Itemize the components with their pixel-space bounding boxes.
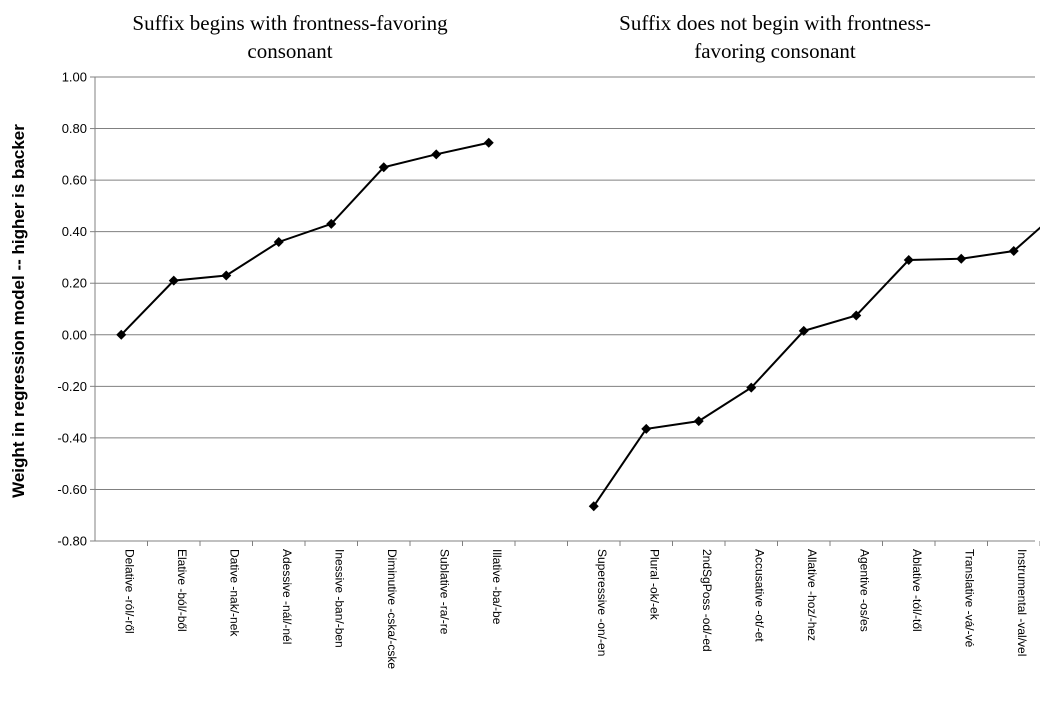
x-tick-label: Delative -ról/-ről bbox=[122, 549, 136, 634]
data-point bbox=[221, 270, 232, 281]
axes bbox=[90, 76, 1040, 546]
y-tick-label: 0.20 bbox=[62, 276, 87, 291]
x-tick-label: Dative -nak/-nek bbox=[227, 549, 241, 637]
x-tick-label: Sublative -ra/-re bbox=[437, 549, 451, 635]
x-tick-label: Elative -ból/-ből bbox=[175, 549, 189, 632]
y-tick-labels: 1.00 0.80 0.60 0.40 0.20 0.00 -0.20 -0.40 -0.60 -… bbox=[57, 70, 87, 549]
x-tick-label: Accusative -ot/-et bbox=[752, 549, 766, 642]
x-tick-label: Translative -vá/-vé bbox=[962, 549, 976, 648]
data-point bbox=[1008, 246, 1019, 256]
data-point bbox=[431, 149, 442, 160]
y-tick-label: 1.00 bbox=[62, 70, 87, 85]
series-line-1 bbox=[120, 141, 489, 336]
x-tick-label: Inessive -ban/-ben bbox=[332, 549, 346, 648]
group-2-title-line-1: Suffix does not begin with frontness- bbox=[619, 11, 931, 35]
y-tick-label: 0.60 bbox=[62, 173, 87, 188]
group-1-title-line-2: consonant bbox=[247, 39, 332, 63]
y-tick-label: -0.80 bbox=[57, 534, 87, 549]
data-point bbox=[378, 162, 389, 173]
x-tick-label: Agentive -os/es bbox=[857, 549, 871, 632]
data-point bbox=[273, 236, 284, 247]
x-tick-label: Ablative -tól/-től bbox=[910, 549, 924, 632]
data-point bbox=[693, 416, 704, 427]
x-tick-label: Allative -hoz/-hez bbox=[805, 549, 819, 641]
series-line-2 bbox=[592, 226, 1040, 507]
x-tick-label: Instrumental -val/vel bbox=[1015, 549, 1029, 656]
y-tick-label: 0.40 bbox=[62, 224, 87, 239]
y-tick-label: 0.80 bbox=[62, 121, 87, 136]
data-point bbox=[588, 501, 599, 512]
y-tick-label: -0.60 bbox=[57, 482, 87, 497]
data-point bbox=[483, 137, 494, 148]
data-point bbox=[326, 218, 337, 229]
data-point bbox=[116, 329, 127, 340]
x-tick-label: Plural -ok/-ek bbox=[647, 549, 661, 621]
group-2-title-line-2: favoring consonant bbox=[694, 39, 856, 63]
x-tick-label: Diminutive -cska/-cske bbox=[385, 549, 399, 669]
x-tick-label: 2ndSgPoss -od/-ed bbox=[700, 549, 714, 652]
series bbox=[116, 137, 1040, 512]
gridlines bbox=[95, 76, 1035, 542]
x-tick-label: Adessive -nál/-nél bbox=[280, 549, 294, 644]
x-tick-label: Superessive -on/-en bbox=[595, 549, 609, 656]
y-tick-label: 0.00 bbox=[62, 327, 87, 342]
data-point bbox=[746, 382, 757, 393]
y-tick-label: -0.20 bbox=[57, 379, 87, 394]
data-point bbox=[956, 253, 967, 264]
x-tick-labels: Delative -ról/-ről Elative -ból/-ből Dativ… bbox=[122, 549, 1029, 669]
data-point bbox=[641, 423, 652, 434]
data-point bbox=[851, 310, 862, 321]
x-tick-label: Illative -ba/-be bbox=[490, 549, 504, 625]
data-point bbox=[798, 325, 809, 336]
group-1-title-line-1: Suffix begins with frontness-favoring bbox=[132, 11, 448, 35]
data-point bbox=[168, 275, 179, 286]
y-tick-label: -0.40 bbox=[57, 430, 87, 445]
y-axis-label: Weight in regression model -- higher is … bbox=[9, 124, 28, 498]
data-point bbox=[903, 255, 914, 266]
